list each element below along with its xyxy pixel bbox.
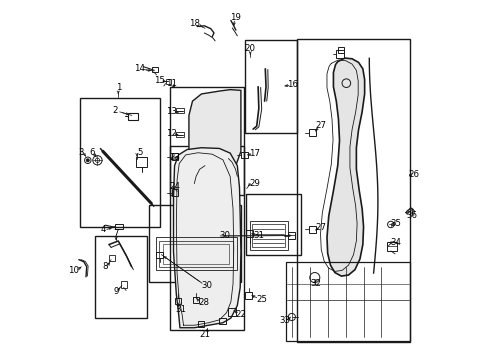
Bar — [308, 226, 316, 233]
Text: 30: 30 — [219, 231, 229, 240]
Text: 5: 5 — [137, 148, 142, 157]
Text: 9: 9 — [113, 287, 119, 296]
Bar — [246, 230, 252, 237]
Bar — [149, 205, 241, 282]
Text: 28: 28 — [198, 298, 209, 307]
Bar — [155, 237, 236, 270]
Text: 14: 14 — [133, 64, 144, 73]
Bar — [109, 255, 115, 261]
Text: 1: 1 — [115, 83, 121, 92]
Bar — [198, 320, 204, 327]
Text: 2: 2 — [112, 106, 118, 115]
Text: 32: 32 — [310, 279, 321, 288]
Bar — [175, 108, 183, 113]
Text: 16: 16 — [286, 80, 298, 89]
Bar — [115, 225, 123, 229]
Text: 31: 31 — [176, 305, 186, 314]
Bar — [172, 153, 178, 160]
Text: 23: 23 — [169, 153, 180, 162]
Bar — [285, 262, 409, 341]
Text: 3: 3 — [78, 148, 83, 157]
Bar — [249, 221, 287, 249]
Bar — [296, 39, 409, 342]
Bar — [136, 157, 147, 167]
Bar — [175, 132, 183, 137]
Bar — [241, 152, 247, 158]
Text: 34: 34 — [389, 238, 401, 247]
Text: 21: 21 — [199, 330, 210, 339]
Text: 10: 10 — [68, 266, 79, 275]
Bar — [94, 235, 147, 318]
Bar — [386, 242, 396, 251]
Bar — [308, 129, 316, 136]
Text: 30: 30 — [201, 281, 212, 290]
Bar — [156, 252, 163, 258]
Text: 35: 35 — [389, 219, 401, 228]
Bar — [228, 309, 235, 316]
Text: 6: 6 — [89, 148, 94, 157]
Text: 15: 15 — [154, 76, 165, 85]
Text: 12: 12 — [165, 129, 177, 138]
Bar — [192, 297, 198, 303]
Polygon shape — [188, 90, 241, 192]
Text: 27: 27 — [315, 121, 326, 130]
Text: 27: 27 — [314, 223, 325, 232]
Text: 18: 18 — [189, 19, 200, 28]
Bar — [152, 67, 158, 72]
Bar — [128, 113, 137, 120]
Text: 19: 19 — [229, 13, 240, 22]
Text: 20: 20 — [244, 44, 255, 53]
Bar — [245, 194, 301, 255]
Bar — [121, 281, 126, 288]
Bar — [287, 232, 295, 239]
Text: 36: 36 — [406, 211, 417, 220]
Bar — [336, 50, 344, 58]
Text: 17: 17 — [248, 149, 260, 158]
Bar — [252, 224, 284, 247]
Bar — [244, 292, 252, 299]
Bar — [170, 87, 244, 195]
Bar — [165, 79, 171, 84]
Bar — [244, 40, 296, 134]
Bar — [163, 244, 229, 264]
Text: 22: 22 — [235, 310, 246, 319]
Bar — [172, 189, 178, 196]
Bar — [337, 46, 344, 53]
Text: 24: 24 — [169, 181, 180, 190]
Polygon shape — [173, 148, 241, 328]
Text: 8: 8 — [102, 262, 107, 271]
Polygon shape — [326, 58, 364, 276]
Bar — [159, 241, 233, 267]
Text: 26: 26 — [407, 171, 418, 180]
Text: 13: 13 — [165, 107, 177, 116]
Text: 7: 7 — [113, 229, 119, 238]
Text: 11: 11 — [165, 80, 177, 89]
Bar — [80, 98, 160, 226]
Text: 4: 4 — [100, 225, 106, 234]
Bar — [219, 318, 225, 324]
Text: 31: 31 — [253, 231, 264, 240]
Text: 25: 25 — [256, 295, 266, 304]
Bar — [175, 298, 180, 304]
Bar — [170, 146, 244, 330]
Text: 33: 33 — [279, 316, 290, 325]
Circle shape — [86, 159, 89, 162]
Text: 29: 29 — [248, 179, 260, 188]
